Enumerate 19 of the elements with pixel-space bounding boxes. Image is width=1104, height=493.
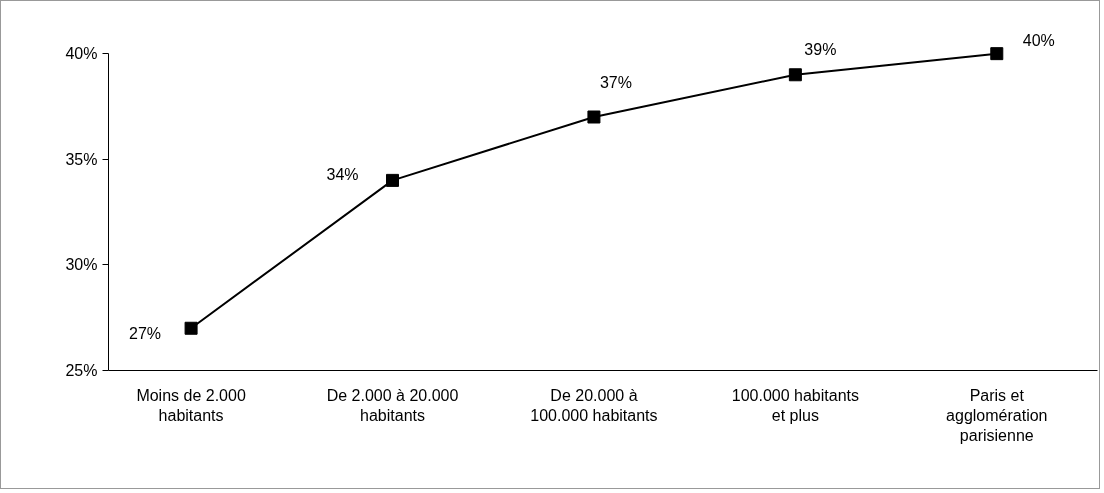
- point: [184, 321, 198, 335]
- point: [386, 173, 400, 187]
- data-label: 34%: [326, 165, 359, 183]
- y-tick-label: 40%: [65, 45, 98, 63]
- data-label: 27%: [129, 324, 162, 342]
- x-tick-label: De 20.000 à 100.000 habitants: [530, 386, 658, 424]
- point: [587, 110, 601, 124]
- x-tick-label: 100.000 habitants et plus: [731, 386, 859, 424]
- x-tick-label: Moins de 2.000 habitants: [136, 386, 246, 424]
- y-tick-label: 35%: [65, 150, 98, 168]
- data-label: 40%: [1022, 32, 1055, 50]
- point: [788, 68, 802, 82]
- data-label: 37%: [599, 73, 632, 91]
- x-tick-label: De 2.000 à 20.000 habitants: [326, 386, 459, 424]
- x-tick-label: Paris et agglomération parisienne: [946, 386, 1048, 445]
- data-label: 39%: [804, 41, 837, 59]
- y-tick-label: 25%: [65, 362, 98, 379]
- point: [990, 47, 1004, 61]
- y-tick-label: 30%: [65, 256, 98, 274]
